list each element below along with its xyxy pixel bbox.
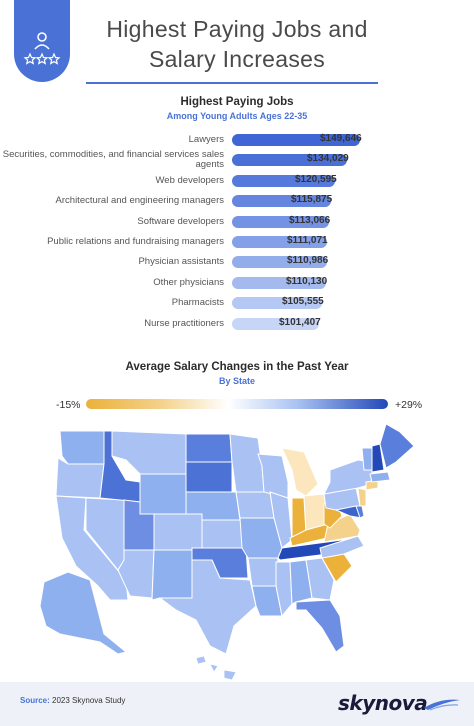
state-co: [153, 513, 203, 551]
bar-row: Software developers $113,066: [0, 212, 474, 232]
map-title: Average Salary Changes in the Past Year: [125, 361, 349, 373]
bar-row: Securities, commodities, and financial s…: [0, 150, 474, 170]
state-mi: [281, 447, 319, 497]
state-nm: [151, 549, 193, 601]
state-ia: [235, 491, 275, 519]
state-me: [379, 423, 415, 469]
bar-value-label: $134,029: [307, 153, 349, 165]
bar-value-label: $101,407: [279, 316, 321, 328]
bar-row: Web developers $120,595: [0, 171, 474, 191]
state-fl: [295, 599, 345, 653]
bar: [232, 317, 319, 330]
bar: [232, 134, 360, 146]
bar-chart: Lawyers $149,646 Securities, commodities, …: [0, 130, 474, 340]
brand-logo: skynova: [338, 691, 428, 715]
state-ny: [323, 459, 373, 495]
bar-row: Pharmacists $105,555: [0, 293, 474, 313]
source-note: Source: 2023 Skynova Study: [20, 696, 125, 705]
bar-value-label: $113,066: [289, 214, 331, 226]
state-nc: [319, 535, 365, 559]
header: Highest Paying Jobs and Salary Increases: [0, 0, 474, 84]
bar: [232, 195, 331, 208]
star-person-icon: [14, 0, 70, 82]
bar: [232, 215, 329, 228]
bar: [232, 297, 322, 310]
source-label: Source:: [20, 696, 50, 705]
bar-value-label: $111,071: [287, 235, 328, 246]
state-ma: [369, 471, 391, 483]
source-text: 2023 Skynova Study: [49, 696, 126, 705]
bar-category-label: Architectural and engineering managers: [55, 195, 224, 207]
bar: [232, 256, 327, 269]
state-ms: [275, 561, 293, 618]
bar: [232, 236, 327, 248]
bar-category-label: Nurse practitioners: [144, 317, 224, 329]
bar-value-label: $105,555: [282, 296, 324, 308]
state-vt: [361, 447, 373, 471]
bar-category-label: Pharmacists: [171, 297, 224, 309]
bar-chart-title: Highest Paying Jobs: [180, 96, 294, 108]
bar-row: Architectural and engineering managers $1…: [0, 191, 474, 211]
state-nh: [371, 443, 385, 473]
legend-high-label: +29%: [395, 399, 423, 411]
bar-category-label: Lawyers: [188, 134, 224, 145]
page-title: Highest Paying Jobs and Salary Increases: [80, 14, 394, 74]
state-ar: [247, 557, 279, 587]
title-line-2: Salary Increases: [148, 46, 326, 72]
state-mt: [111, 430, 187, 475]
swoosh-icon: [424, 699, 460, 711]
bar-category-label: Physician assistants: [138, 256, 224, 268]
state-or: [55, 457, 105, 499]
bar: [232, 276, 326, 289]
state-tx: [158, 559, 257, 655]
bar-value-label: $115,875: [291, 194, 333, 206]
state-ks: [201, 519, 243, 549]
bar-category-label: Software developers: [137, 215, 224, 227]
bar-category-label: Web developers: [155, 174, 224, 186]
state-nj: [357, 487, 367, 507]
state-il: [269, 491, 293, 549]
us-state-map: [39, 423, 415, 681]
bar-category-label: Securities, commodities, and financial s…: [2, 149, 224, 171]
bar-value-label: $110,986: [287, 255, 329, 267]
bar: [232, 154, 347, 167]
bar-row: Physician assistants $110,986: [0, 252, 474, 272]
state-sd: [185, 461, 233, 493]
bar-row: Other physicians $110,130: [0, 273, 474, 293]
state-al: [289, 559, 313, 605]
state-nd: [185, 433, 233, 463]
bar-value-label: $110,130: [286, 275, 328, 287]
map-subtitle: By State: [218, 376, 255, 386]
bar-row: Public relations and fundraising manager…: [0, 232, 474, 252]
state-wa: [59, 430, 105, 465]
title-line-1: Highest Paying Jobs and: [106, 16, 368, 42]
bar-row: Lawyers $149,646: [0, 130, 474, 150]
legend-low-label: -15%: [56, 399, 81, 411]
bar-category-label: Public relations and fundraising manager…: [47, 236, 224, 247]
bar-category-label: Other physicians: [153, 276, 224, 288]
state-mn: [229, 433, 265, 493]
bar-value-label: $120,595: [295, 173, 337, 185]
bar-chart-subtitle: Among Young Adults Ages 22-35: [166, 111, 308, 121]
state-md: [334, 505, 363, 519]
legend-gradient: [86, 399, 388, 409]
state-va: [323, 513, 361, 543]
state-la: [251, 585, 283, 617]
bar-value-label: $149,646: [320, 133, 362, 144]
title-divider: [86, 82, 378, 84]
state-ga: [305, 557, 335, 601]
state-ak: [39, 571, 128, 655]
state-hi: [195, 655, 237, 681]
bar: [232, 174, 335, 187]
state-wy: [139, 473, 187, 515]
bar-row: Nurse practitioners $101,407: [0, 314, 474, 334]
footer: Source: 2023 Skynova Study skynova: [0, 682, 474, 726]
state-ca: [55, 495, 129, 601]
